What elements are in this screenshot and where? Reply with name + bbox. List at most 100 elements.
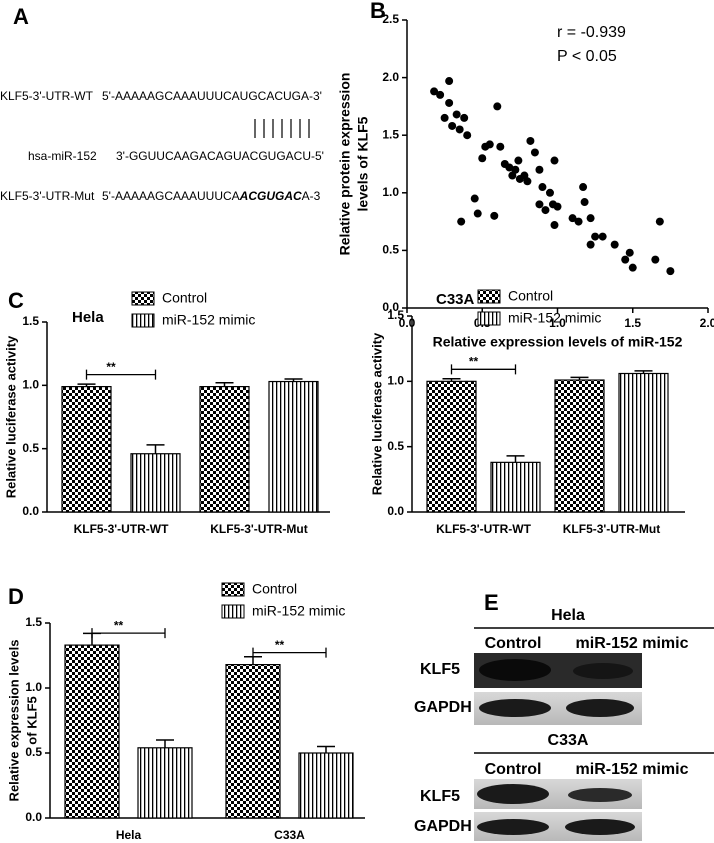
band bbox=[566, 699, 634, 717]
y-tick-label: 1.0 bbox=[382, 185, 399, 199]
y-axis-label: Relative luciferase activity bbox=[3, 335, 18, 498]
sequence: 5'-AAAAAGCAAAUUUCAUGCACUGA-3' bbox=[102, 89, 322, 103]
point bbox=[448, 121, 457, 130]
significance-bracket bbox=[91, 628, 166, 639]
y-tick-label: 2.5 bbox=[382, 12, 399, 26]
bar bbox=[225, 663, 281, 819]
y-tick-label: 0.0 bbox=[382, 300, 399, 314]
point bbox=[621, 255, 630, 264]
panel-e: Hela Control miR-152 mimic KLF5 GAPDH C3… bbox=[414, 607, 714, 841]
x-tick-label: 1.0 bbox=[549, 316, 566, 330]
row-label: GAPDH bbox=[414, 699, 472, 716]
y-axis-label: levels of KLF5 bbox=[355, 116, 371, 211]
point bbox=[523, 177, 532, 186]
row-label: hsa-miR-152 bbox=[28, 149, 97, 163]
x-tick-label: Hela bbox=[116, 828, 142, 842]
legend-label: Control bbox=[252, 581, 297, 597]
panel-a: KLF5-3'-UTR-WT 5'-AAAAAGCAAAUUUCAUGCACUG… bbox=[0, 89, 324, 203]
bar bbox=[130, 453, 181, 513]
point bbox=[440, 113, 449, 122]
y-axis-label: Relative protein expression bbox=[337, 73, 353, 256]
bar bbox=[554, 379, 605, 513]
column-label: Control bbox=[485, 635, 542, 652]
y-tick-label: 0.0 bbox=[387, 504, 404, 518]
bar bbox=[137, 747, 193, 819]
bar bbox=[426, 380, 477, 513]
significance-label: ** bbox=[469, 355, 479, 369]
y-tick-label: 1.5 bbox=[387, 308, 404, 322]
legend-swatch bbox=[131, 291, 155, 306]
row-label: KLF5-3'-UTR-Mut bbox=[0, 189, 95, 203]
point bbox=[545, 188, 554, 197]
point bbox=[430, 87, 439, 96]
legend-swatch bbox=[131, 313, 155, 328]
bar bbox=[618, 372, 669, 513]
point bbox=[598, 232, 607, 241]
point bbox=[568, 214, 577, 223]
point bbox=[586, 214, 595, 223]
error-bar bbox=[146, 444, 165, 454]
annotation: P < 0.05 bbox=[557, 48, 617, 65]
pairing-lines bbox=[254, 119, 310, 138]
point bbox=[580, 198, 589, 207]
y-tick-label: 0.5 bbox=[382, 243, 399, 257]
significance-bracket bbox=[85, 369, 157, 380]
significance-label: ** bbox=[275, 638, 285, 652]
legend-label: Control bbox=[508, 288, 553, 304]
error-bar bbox=[244, 656, 262, 665]
point bbox=[445, 77, 454, 86]
error-bar bbox=[77, 383, 96, 387]
panel-label: A bbox=[13, 4, 29, 29]
x-tick-label: KLF5-3'-UTR-WT bbox=[74, 522, 170, 536]
point bbox=[651, 255, 660, 264]
chart-title: C33A bbox=[436, 291, 475, 308]
y-axis-label: of KLF5 bbox=[24, 696, 39, 744]
blot-title: C33A bbox=[548, 732, 589, 749]
panel-label: B bbox=[370, 0, 386, 23]
point bbox=[485, 140, 494, 149]
chart-title: Hela bbox=[72, 309, 104, 326]
y-tick-label: 0.0 bbox=[25, 810, 42, 824]
point bbox=[550, 221, 559, 230]
row-label: KLF5-3'-UTR-WT bbox=[0, 89, 94, 103]
x-tick-label: KLF5-3'-UTR-WT bbox=[436, 522, 532, 536]
y-tick-label: 1.0 bbox=[387, 374, 404, 388]
band bbox=[565, 819, 635, 835]
x-tick-label: 2.0 bbox=[700, 316, 714, 330]
point bbox=[541, 206, 550, 215]
point bbox=[530, 148, 539, 157]
sequence-part: 5'-AAAAAGCAAAUUUCA bbox=[102, 189, 240, 203]
point bbox=[535, 165, 544, 174]
row-label: KLF5 bbox=[420, 661, 460, 678]
error-bar bbox=[634, 370, 653, 374]
bar bbox=[268, 380, 319, 513]
sequence-part: A-3 bbox=[302, 189, 321, 203]
row-label: GAPDH bbox=[414, 818, 472, 835]
band bbox=[479, 659, 551, 681]
point bbox=[436, 90, 445, 99]
band bbox=[479, 699, 551, 717]
y-tick-label: 1.5 bbox=[22, 314, 39, 328]
sequence: 5'-AAAAAGCAAAUUUCAACGUGACA-3 bbox=[102, 189, 321, 203]
point bbox=[591, 232, 600, 241]
band bbox=[568, 788, 632, 802]
legend-label: miR-152 mimic bbox=[252, 603, 345, 619]
y-tick-label: 0.5 bbox=[25, 745, 42, 759]
row-label: KLF5 bbox=[420, 788, 460, 805]
bar bbox=[490, 461, 541, 513]
y-axis-label: Relative expression levels bbox=[6, 640, 21, 802]
x-tick-label: C33A bbox=[274, 828, 305, 842]
point bbox=[490, 211, 499, 220]
error-bar bbox=[215, 382, 234, 387]
x-axis-label: Relative expression levels of miR-152 bbox=[433, 334, 683, 350]
point bbox=[655, 217, 664, 226]
point bbox=[574, 217, 583, 226]
point bbox=[579, 183, 588, 192]
legend-swatch bbox=[221, 582, 245, 597]
point bbox=[511, 165, 520, 174]
point bbox=[550, 156, 559, 165]
point bbox=[473, 209, 482, 218]
point bbox=[463, 131, 472, 140]
point bbox=[625, 248, 634, 257]
